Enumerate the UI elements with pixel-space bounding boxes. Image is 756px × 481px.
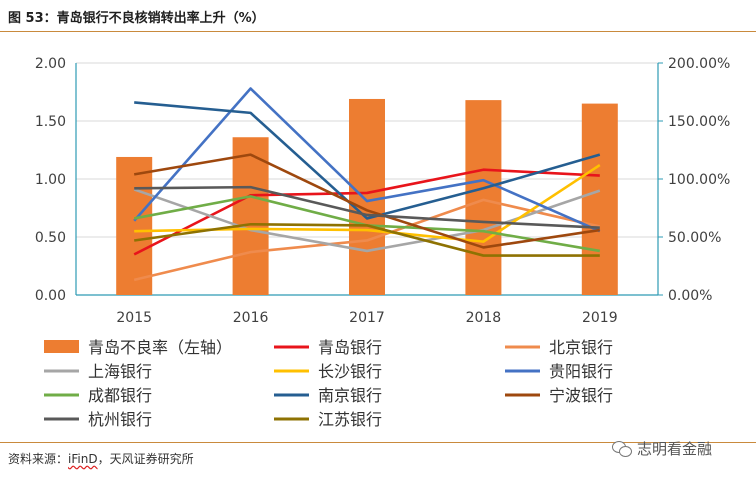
legend-label: 上海银行 [88, 362, 152, 381]
chart: 0.00 0.50 1.00 1.50 2.00 0.00% 50.00% 100.00% 15… [35, 56, 730, 429]
series-line [133, 87, 601, 233]
legend-label: 贵阳银行 [549, 362, 613, 381]
legend-label: 成都银行 [88, 386, 152, 405]
source-note: 资料来源：iFinD，天风证券研究所 [8, 450, 194, 467]
legend-swatch [44, 340, 79, 353]
right-tick-label: 200.00% [668, 56, 730, 72]
series-line [133, 198, 601, 282]
x-tick-label: 2016 [233, 310, 269, 326]
bar [232, 137, 269, 295]
series-line [134, 101, 601, 220]
bottom-rule [0, 442, 756, 443]
left-tick-label: 0.50 [35, 230, 66, 246]
left-tick-label: 0.00 [35, 288, 66, 304]
source-brand: iFinD [68, 452, 98, 466]
wechat-icon [612, 440, 632, 457]
series-line [133, 153, 600, 249]
bar [581, 103, 618, 295]
legend-label: 杭州银行 [88, 410, 152, 429]
legend-label: 长沙银行 [318, 362, 382, 381]
source-prefix: 资料来源： [8, 452, 69, 466]
watermark-text: 志明看金融 [637, 440, 713, 458]
top-rule [0, 31, 756, 32]
bar [349, 98, 385, 296]
legend-label: 青岛不良率（左轴） [88, 338, 232, 357]
x-tick-label: 2017 [349, 310, 385, 326]
left-tick-label: 1.00 [35, 172, 66, 188]
series-line [133, 168, 600, 256]
left-tick-label: 1.50 [35, 114, 66, 130]
figure-header: 图 53：青岛银行不良核销转出率上升（%） [0, 0, 756, 30]
left-tick-label: 2.00 [35, 56, 66, 72]
x-tick-label: 2015 [116, 310, 152, 326]
x-tick-label: 2019 [582, 310, 618, 326]
bar [465, 100, 502, 296]
legend-label: 江苏银行 [318, 410, 382, 429]
series-line [134, 185, 600, 230]
legend-label: 南京银行 [318, 386, 382, 405]
watermark: 志明看金融 [612, 438, 712, 459]
legend-label: 青岛银行 [318, 338, 382, 357]
right-tick-label: 0.00% [668, 288, 712, 304]
figure-title: 图 53：青岛银行不良核销转出率上升（%） [8, 11, 265, 26]
right-tick-label: 150.00% [668, 114, 730, 130]
right-tick-label: 100.00% [668, 172, 730, 188]
legend-label: 北京银行 [549, 338, 613, 357]
bar [116, 156, 153, 295]
source-suffix: ，天风证券研究所 [97, 452, 194, 466]
legend-label: 宁波银行 [549, 386, 613, 405]
x-tick-label: 2018 [466, 310, 502, 326]
series-line [134, 222, 600, 257]
right-tick-label: 50.00% [668, 230, 721, 246]
